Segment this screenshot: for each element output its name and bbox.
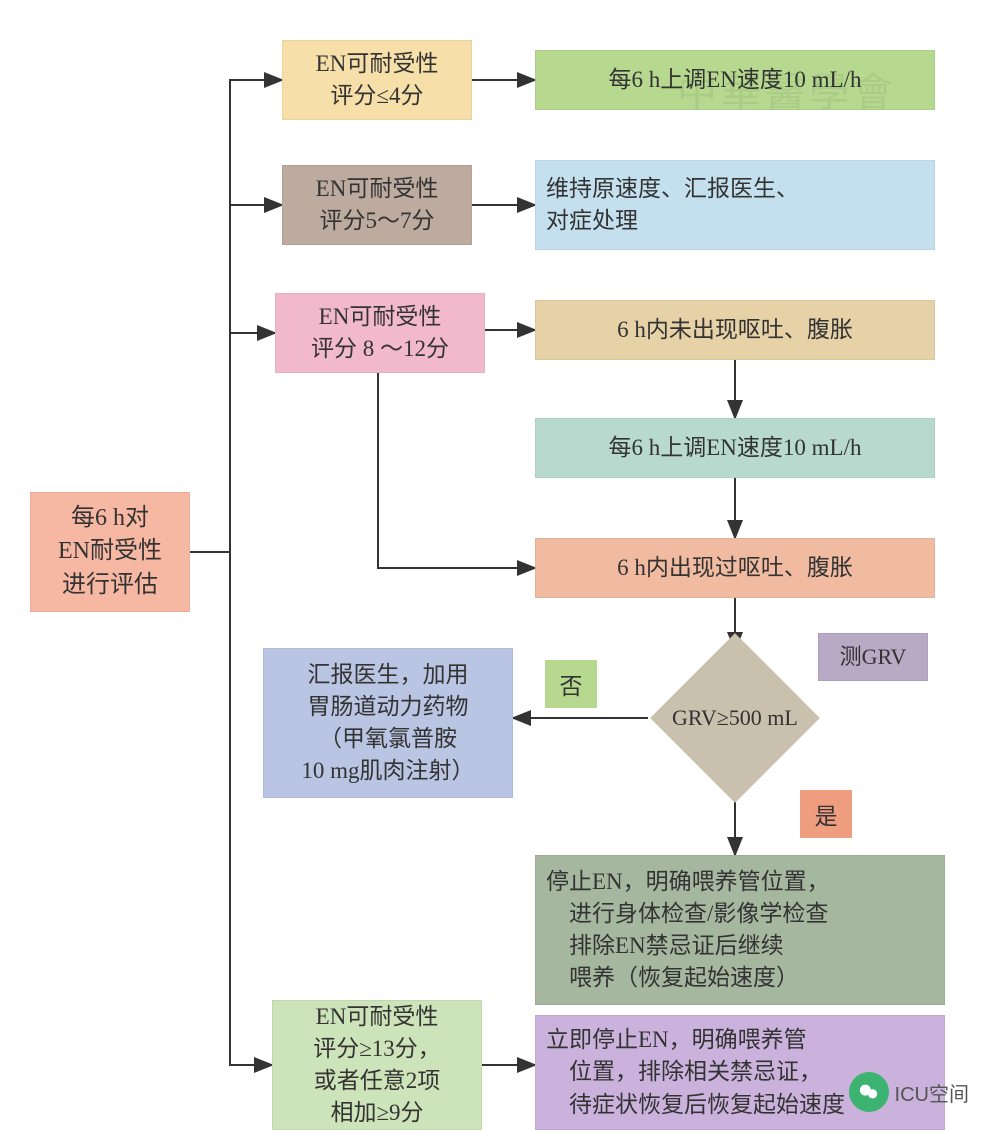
- node-score-le4: EN可耐受性评分≤4分: [282, 40, 472, 120]
- node-grv-yes-action: 停止EN，明确喂养管位置， 进行身体检查/影像学检查 排除EN禁忌证后继续 喂养…: [535, 855, 945, 1005]
- decision-no-label: 否: [545, 660, 597, 708]
- text: 每6 h对EN耐受性进行评估: [58, 502, 162, 603]
- text: EN可耐受性评分≤4分: [316, 48, 439, 112]
- wechat-icon: [849, 1072, 889, 1112]
- text: EN可耐受性评分 8 ～12分: [311, 301, 449, 365]
- decision-yes-label: 是: [800, 790, 852, 838]
- node-score-8-12: EN可耐受性评分 8 ～12分: [275, 293, 485, 373]
- node-had-vomit-6h: 6 h内出现过呕吐、腹胀: [535, 538, 935, 598]
- text: ICU空间: [895, 1078, 969, 1107]
- watermark-icu-badge: ICU空间: [849, 1072, 969, 1112]
- text: 6 h内出现过呕吐、腹胀: [617, 552, 853, 584]
- node-grv-no-action: 汇报医生，加用胃肠道动力药物（甲氧氯普胺10 mg肌肉注射）: [263, 648, 513, 798]
- node-score-5-7-action: 维持原速度、汇报医生、对症处理: [535, 160, 935, 250]
- text: EN可耐受性评分5～7分: [316, 173, 439, 237]
- text: GRV≥500 mL: [672, 705, 798, 731]
- text: EN可耐受性评分≥13分，或者任意2项相加≥9分: [313, 1001, 441, 1130]
- node-score-ge13: EN可耐受性评分≥13分，或者任意2项相加≥9分: [272, 1000, 482, 1130]
- text: 中華醫學會: [677, 70, 897, 115]
- text: 每6 h上调EN速度10 mL/h: [609, 432, 862, 464]
- node-increase-rate: 每6 h上调EN速度10 mL/h: [535, 418, 935, 478]
- text: 立即停止EN，明确喂养管 位置，排除相关禁忌证， 待症状恢复后恢复起始速度: [546, 1024, 845, 1121]
- node-root-assessment: 每6 h对EN耐受性进行评估: [30, 492, 190, 612]
- text: 是: [815, 797, 838, 831]
- decision-grv-500: GRV≥500 mL: [650, 633, 820, 803]
- text: 维持原速度、汇报医生、对症处理: [546, 173, 799, 237]
- text: 否: [560, 667, 583, 701]
- watermark-association: 中華醫學會: [677, 60, 897, 118]
- text: 6 h内未出现呕吐、腹胀: [617, 314, 853, 346]
- node-measure-grv-label: 测GRV: [818, 633, 928, 681]
- text: 汇报医生，加用胃肠道动力药物（甲氧氯普胺10 mg肌肉注射）: [301, 659, 474, 788]
- node-score-5-7: EN可耐受性评分5～7分: [282, 165, 472, 245]
- text: 测GRV: [840, 642, 907, 673]
- text: 停止EN，明确喂养管位置， 进行身体检查/影像学检查 排除EN禁忌证后继续 喂养…: [546, 866, 830, 995]
- node-no-vomit-6h: 6 h内未出现呕吐、腹胀: [535, 300, 935, 360]
